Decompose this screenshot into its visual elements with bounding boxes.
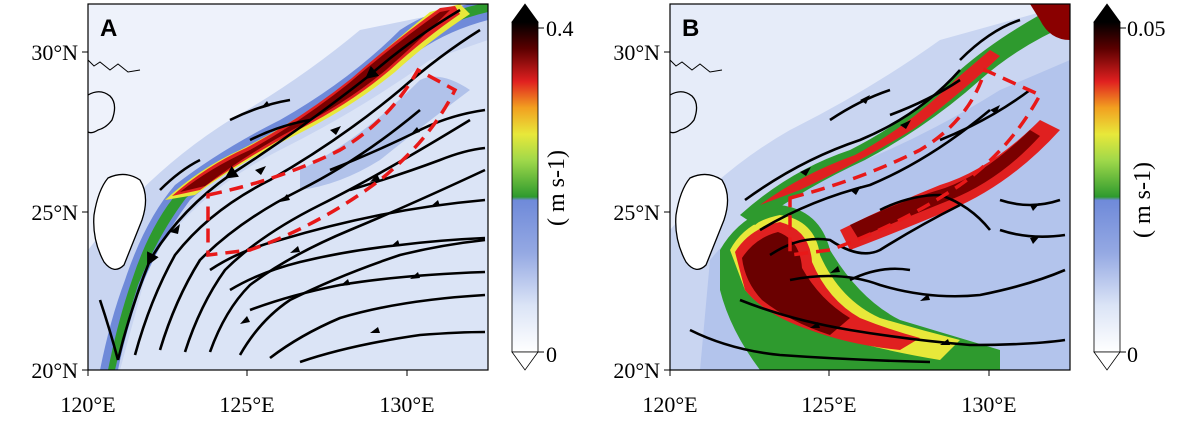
panel-a-arrowheads [170, 101, 440, 333]
panel-b-lon-tick-120: 120°E [642, 392, 697, 417]
panel-b-region-box [788, 67, 1043, 257]
panel-a-lat-tick-30: 30°N [31, 40, 78, 65]
panel-a-colorbar: 0.4 0 ( m s-1) [511, 3, 574, 371]
panel-b-frame [669, 3, 1071, 371]
panel-a-colorbar-max: 0.4 [546, 16, 574, 41]
panel-a-map: A [87, 3, 489, 371]
panel-a-lon-tick-130: 130°E [379, 392, 434, 417]
panel-a-axes: 120°E 125°E 130°E 20°N 25°N 30°N [31, 40, 434, 417]
panel-b-lat-tick-20: 20°N [613, 358, 660, 383]
taiwan-island-b [675, 173, 729, 270]
panel-a-letter: A [100, 15, 117, 42]
panel-b-colorbar: 0.05 0 ( m s-1) [1093, 3, 1166, 371]
panel-a-region-box [206, 67, 458, 257]
panel-b-map: B [669, 3, 1071, 371]
panel-b-colorbar-min: 0 [1127, 342, 1138, 367]
taiwan-island [93, 173, 147, 270]
panel-a-frame [87, 3, 489, 371]
panel-a-lon-tick-120: 120°E [60, 392, 115, 417]
panel-b-arrowheads [800, 95, 1040, 345]
china-coastline-north-b [669, 59, 723, 73]
panel-a-colorbar-min: 0 [546, 342, 557, 367]
panel-b-colorbar-unit: ( m s-1) [1130, 162, 1156, 238]
panel-a-colorbar-unit: ( m s-1) [544, 150, 570, 226]
panel-b-lat-tick-25: 25°N [613, 200, 660, 225]
panel-b-colorbar-max: 0.05 [1127, 16, 1166, 41]
china-coastline [87, 91, 116, 134]
panel-a-lat-tick-20: 20°N [31, 358, 78, 383]
panel-b-letter: B [682, 15, 699, 42]
panel-b-lon-tick-130: 130°E [961, 392, 1016, 417]
panel-a-lon-tick-125: 125°E [219, 392, 274, 417]
panel-b-lat-tick-30: 30°N [613, 40, 660, 65]
panel-b-lon-tick-125: 125°E [801, 392, 856, 417]
china-coastline-b [669, 91, 698, 134]
panel-b-streamlines [689, 18, 1066, 364]
panel-b-speed-field [670, 4, 1070, 370]
china-coastline-north [87, 59, 141, 73]
panel-a-lat-tick-25: 25°N [31, 200, 78, 225]
panel-b-axes: 120°E 125°E 130°E 20°N 25°N 30°N [613, 40, 1016, 417]
